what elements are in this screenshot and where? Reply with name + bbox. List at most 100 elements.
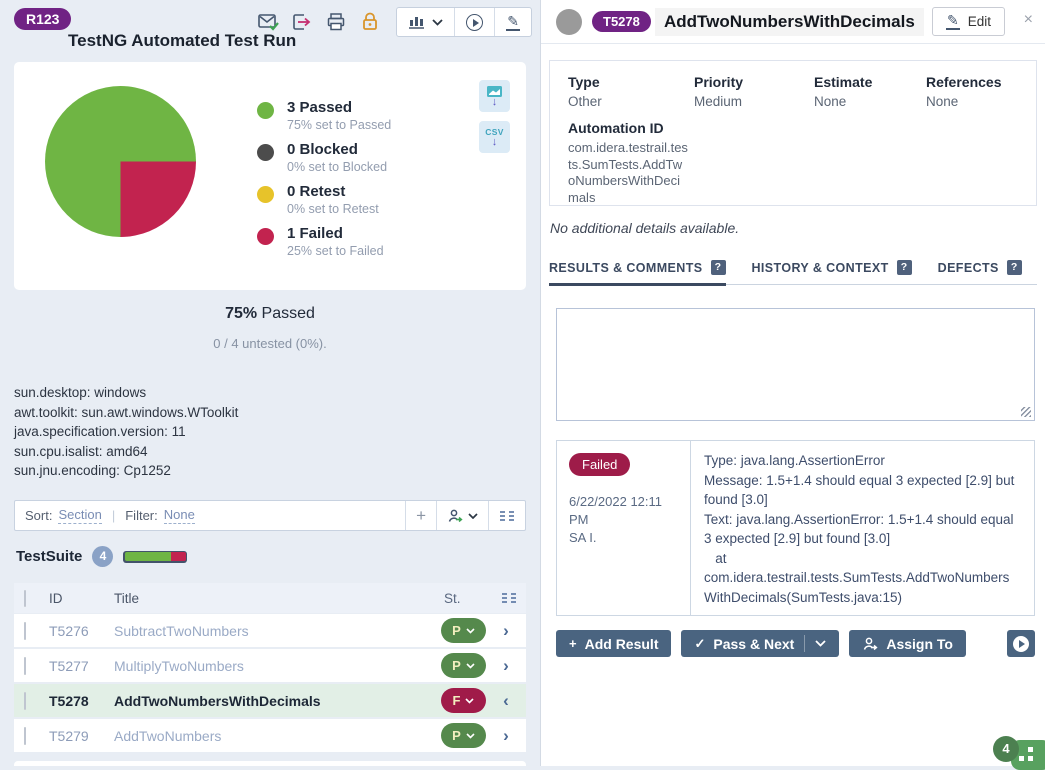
- charts-menu-button[interactable]: [397, 8, 454, 36]
- table-row-selected[interactable]: T5278 AddTwoNumbersWithDecimals F ‹: [14, 684, 526, 717]
- assign-person-icon: [448, 509, 463, 522]
- add-test-button[interactable]: +: [405, 501, 436, 530]
- edit-label: Edit: [967, 14, 991, 29]
- results-chart-card: 3 Passed 75% set to Passed 0 Blocked 0% …: [14, 62, 526, 290]
- latest-result: Failed 6/22/2022 12:11 PM SA I. Type: ja…: [556, 440, 1035, 616]
- run-id-badge: R123: [14, 8, 72, 30]
- sort-label: Sort:: [25, 508, 53, 523]
- csv-download-button[interactable]: CSV ↓: [479, 121, 510, 153]
- passed-dot-icon: [257, 102, 274, 119]
- open-row-chevron[interactable]: ›: [503, 655, 509, 675]
- tab-label: DEFECTS: [937, 260, 999, 275]
- open-row-chevron[interactable]: ›: [503, 620, 509, 640]
- chevron-down-icon: [468, 512, 478, 519]
- status-pill[interactable]: P: [441, 653, 486, 678]
- legend-sublabel: 25% set to Failed: [287, 244, 384, 258]
- test-id[interactable]: T5276: [49, 622, 89, 639]
- run-test-button[interactable]: [1007, 630, 1035, 657]
- tab-history-context[interactable]: HISTORY & CONTEXT ?: [752, 260, 912, 284]
- chevron-down-icon: [432, 18, 443, 26]
- field-estimate: Estimate None: [814, 74, 926, 109]
- filter-label: Filter:: [125, 508, 158, 523]
- system-properties: sun.desktop: windows awt.toolkit: sun.aw…: [14, 383, 238, 481]
- test-title-link[interactable]: AddTwoNumbers: [114, 727, 222, 744]
- open-row-chevron[interactable]: ›: [503, 725, 509, 745]
- status-pill[interactable]: P: [441, 618, 486, 643]
- test-title-link[interactable]: SubtractTwoNumbers: [114, 622, 249, 639]
- assign-dropdown-button[interactable]: [436, 501, 488, 530]
- close-icon[interactable]: ×: [1023, 11, 1033, 28]
- sort-value-link[interactable]: Section: [58, 507, 102, 524]
- help-icon[interactable]: ?: [896, 260, 912, 275]
- case-details-box: Type Other Priority Medium Estimate None…: [549, 60, 1037, 206]
- test-id[interactable]: T5277: [49, 657, 89, 674]
- retest-dot-icon: [257, 186, 274, 203]
- chart-image-download-button[interactable]: ↓: [479, 80, 510, 112]
- help-icon[interactable]: ?: [710, 260, 726, 275]
- pie-chart: [45, 86, 196, 237]
- table-row[interactable]: T5277 MultiplyTwoNumbers P ›: [14, 649, 526, 682]
- field-references: References None: [926, 74, 1018, 109]
- legend-item-blocked: 0 Blocked 0% set to Blocked: [257, 141, 391, 174]
- edit-button[interactable]: ✎ Edit: [932, 7, 1005, 36]
- select-all-checkbox[interactable]: [24, 589, 26, 607]
- csv-label: CSV: [485, 126, 504, 137]
- run-title: TestNG Automated Test Run: [68, 31, 297, 50]
- legend-label: 1 Failed: [287, 225, 343, 242]
- no-details-note: No additional details available.: [550, 220, 740, 236]
- chevron-down-icon: [466, 662, 475, 669]
- field-value: None: [926, 94, 959, 109]
- test-id[interactable]: T5278: [49, 692, 89, 709]
- chart-legend: 3 Passed 75% set to Passed 0 Blocked 0% …: [257, 99, 391, 267]
- automation-id-value: com.idera.testrail.tests.SumTests.AddTwo…: [568, 140, 688, 205]
- check-icon: ✓: [694, 635, 706, 651]
- table-row[interactable]: T5279 AddTwoNumbers P ›: [14, 719, 526, 752]
- case-title: AddTwoNumbersWithDecimals: [655, 8, 924, 36]
- edit-run-button[interactable]: ✎: [494, 8, 531, 36]
- export-run-icon[interactable]: [290, 10, 314, 34]
- field-label: Estimate: [814, 74, 873, 90]
- field-label: Priority: [694, 74, 744, 90]
- tab-defects[interactable]: DEFECTS ?: [938, 260, 1022, 284]
- error-stacktrace-line: at com.idera.testrail.tests.SumTests.Add…: [704, 550, 1010, 605]
- add-result-button[interactable]: + Add Result: [556, 630, 672, 657]
- filter-value-link[interactable]: None: [163, 507, 195, 524]
- chevron-down-icon: [815, 640, 826, 647]
- result-error-details: Type: java.lang.AssertionError Message: …: [690, 441, 1034, 615]
- comment-input[interactable]: [556, 308, 1035, 421]
- title-column-header: Title: [114, 590, 140, 606]
- row-checkbox[interactable]: [24, 621, 26, 640]
- test-title-link[interactable]: AddTwoNumbersWithDecimals: [114, 692, 321, 709]
- help-icon[interactable]: ?: [1006, 260, 1022, 275]
- row-checkbox[interactable]: [24, 726, 26, 745]
- run-toolbar: ✎: [256, 7, 532, 37]
- row-checkbox[interactable]: [24, 691, 26, 710]
- download-arrow-icon: ↓: [491, 135, 498, 148]
- pass-rate-summary: 75% Passed: [0, 305, 540, 323]
- sysinfo-line: awt.toolkit: sun.awt.windows.WToolkit: [14, 404, 239, 420]
- tab-results-comments[interactable]: RESULTS & COMMENTS ?: [549, 260, 726, 286]
- untested-summary: 0 / 4 untested (0%).: [213, 336, 327, 351]
- rerun-button[interactable]: [454, 8, 494, 36]
- status-pill[interactable]: F: [441, 688, 486, 713]
- lock-icon[interactable]: [358, 10, 382, 34]
- divider: |: [111, 508, 116, 523]
- print-icon[interactable]: [324, 10, 348, 34]
- test-title-link[interactable]: MultiplyTwoNumbers: [114, 657, 244, 674]
- pass-and-next-button[interactable]: ✓ Pass & Next: [681, 630, 840, 657]
- failed-dot-icon: [257, 228, 274, 245]
- row-checkbox[interactable]: [24, 656, 26, 675]
- assign-to-button[interactable]: Assign To: [849, 630, 966, 657]
- email-report-icon[interactable]: [256, 10, 280, 34]
- result-actions: + Add Result ✓ Pass & Next Assign To: [556, 630, 1035, 658]
- columns-icon: [500, 510, 514, 521]
- test-id[interactable]: T5279: [49, 727, 89, 744]
- close-row-chevron[interactable]: ‹: [503, 690, 509, 710]
- field-label: Automation ID: [568, 120, 664, 136]
- table-row[interactable]: T5276 SubtractTwoNumbers P ›: [14, 614, 526, 647]
- result-timestamp: 6/22/2022 12:11 PM: [569, 494, 663, 527]
- status-pill[interactable]: P: [441, 723, 486, 748]
- chat-unread-badge: 4: [993, 736, 1019, 762]
- columns-button[interactable]: [488, 501, 525, 530]
- run-actions-button-group: ✎: [396, 7, 532, 37]
